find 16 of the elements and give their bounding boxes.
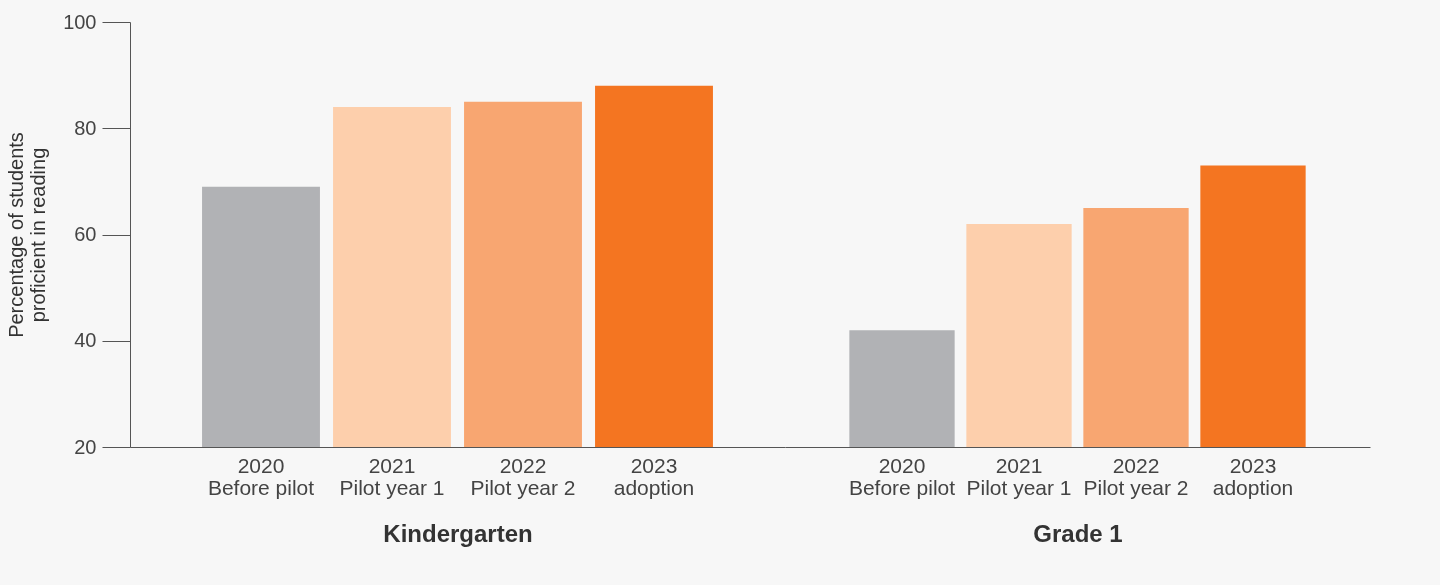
- y-tick-label: 80: [74, 116, 97, 139]
- x-tick-label: 2020 Before pilot: [207, 453, 315, 499]
- x-axis-title: Grade 1: [1033, 519, 1123, 547]
- x-tick-label: 2023 adoption: [613, 453, 695, 499]
- y-axis-title: Percentage of students proficient in reading: [5, 132, 50, 338]
- x-tick-label: 2023 adoption: [1212, 453, 1294, 499]
- x-tick-label: 2020 Before pilot: [848, 453, 956, 499]
- x-tick-label: 2021 Pilot year 1: [966, 453, 1072, 499]
- x-axis-title: Kindergarten: [383, 519, 533, 547]
- x-tick-label: 2022 Pilot year 2: [1083, 453, 1189, 499]
- y-tick-label: 100: [63, 10, 97, 33]
- x-tick-label: 2021 Pilot year 1: [339, 453, 445, 499]
- y-tick-label: 20: [74, 435, 97, 458]
- y-tick-label: 40: [74, 329, 97, 352]
- x-tick-label: 2022 Pilot year 2: [470, 453, 576, 499]
- y-tick-label: 60: [74, 223, 97, 245]
